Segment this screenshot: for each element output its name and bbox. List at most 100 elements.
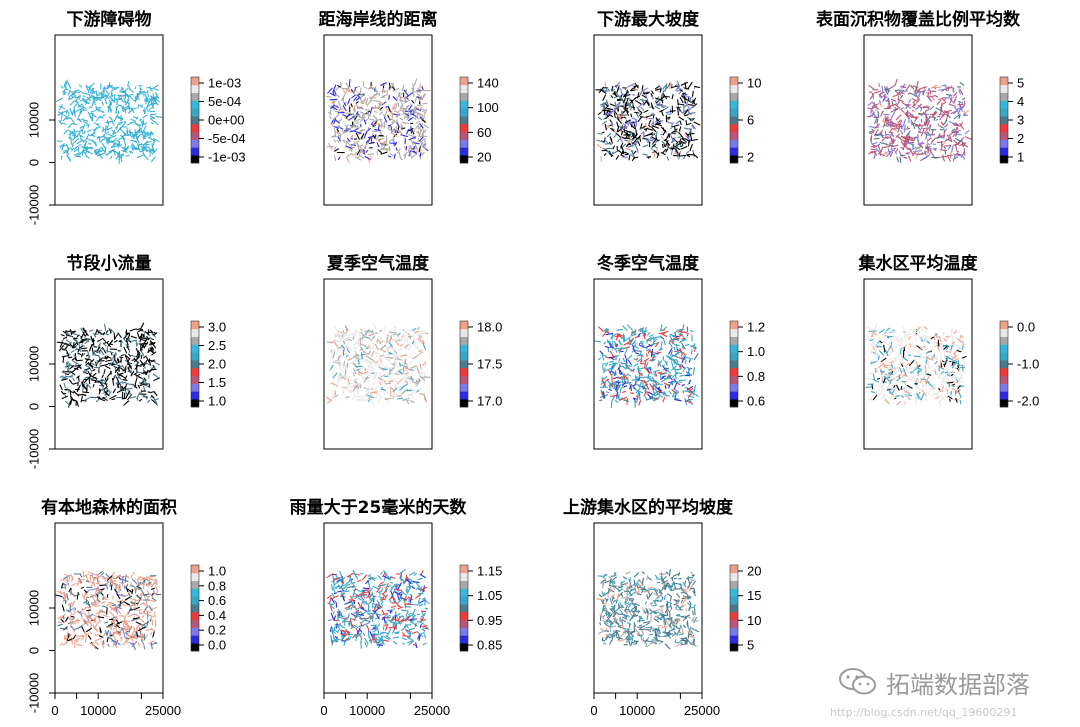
stream-segment [390, 386, 396, 391]
stream-segment [97, 115, 104, 119]
stream-segment [911, 105, 916, 109]
stream-segment [932, 355, 936, 362]
stream-segment [418, 96, 422, 100]
stream-segment [394, 353, 402, 357]
stream-segment [952, 87, 955, 92]
legend-swatch [1000, 352, 1008, 361]
stream-segment [871, 330, 877, 336]
stream-segment [136, 332, 140, 339]
stream-segment [961, 343, 965, 352]
legend-swatch [460, 77, 468, 86]
stream-segment [64, 393, 67, 397]
stream-segment [674, 399, 682, 402]
stream-segment [679, 97, 684, 104]
stream-segment [345, 112, 354, 115]
stream-segment [903, 331, 907, 333]
stream-segment [334, 126, 339, 129]
stream-segment [390, 122, 394, 126]
stream-segment [96, 116, 100, 122]
stream-segment [381, 368, 388, 371]
stream-segment [375, 135, 380, 141]
stream-segment [889, 361, 895, 364]
stream-segment [109, 637, 116, 643]
stream-segment [127, 357, 131, 362]
stream-segment [342, 88, 346, 94]
stream-segment [341, 334, 348, 339]
stream-segment [151, 592, 155, 596]
stream-segment [934, 361, 938, 365]
stream-segment [337, 156, 341, 161]
stream-segment [124, 107, 127, 114]
legend-swatch [191, 643, 199, 652]
stream-segment [148, 605, 153, 611]
stream-segment [101, 601, 106, 604]
stream-segment [418, 635, 421, 641]
stream-segment [127, 362, 132, 369]
stream-segment [76, 385, 81, 393]
stream-segment [616, 328, 623, 331]
stream-segment [368, 394, 372, 400]
stream-segment [953, 114, 960, 120]
stream-segment [909, 328, 914, 332]
stream-segment [83, 592, 87, 599]
stream-segment [654, 96, 660, 103]
stream-segment [917, 139, 921, 148]
stream-segment [61, 338, 65, 342]
stream-segment [93, 634, 100, 636]
stream-segment [342, 362, 349, 370]
stream-segment [646, 338, 650, 341]
stream-segment [359, 97, 364, 105]
legend-label: 0.8 [747, 369, 765, 384]
stream-segment [646, 128, 654, 131]
stream-segment [876, 143, 880, 147]
legend-swatch [730, 123, 738, 133]
stream-segment [406, 338, 409, 344]
stream-segment [636, 365, 640, 371]
stream-segment [954, 133, 962, 136]
stream-segment [84, 397, 91, 401]
stream-segment [74, 362, 78, 368]
stream-segment [386, 400, 390, 404]
stream-segment [150, 631, 153, 636]
stream-segment [387, 128, 395, 132]
stream-segment [415, 106, 420, 110]
stream-segment [102, 137, 106, 141]
stream-segment [390, 110, 393, 115]
legend-swatch [191, 383, 199, 392]
stream-segment [152, 373, 160, 379]
stream-segment [681, 345, 684, 350]
stream-segment [934, 392, 939, 396]
stream-segment [61, 604, 65, 612]
stream-segment [614, 343, 617, 347]
stream-segment [62, 330, 67, 334]
stream-segment [108, 611, 113, 615]
stream-segment [900, 394, 904, 398]
stream-segment [90, 365, 94, 369]
stream-segment [73, 390, 80, 397]
stream-segment [691, 124, 695, 130]
stream-segment [931, 129, 934, 136]
stream-segment [879, 380, 883, 385]
stream-segment [673, 347, 676, 351]
stream-segment [69, 364, 75, 370]
stream-segment [674, 130, 678, 132]
stream-segment [112, 582, 118, 589]
stream-segment [69, 108, 74, 116]
stream-segment [962, 356, 967, 359]
stream-segment [954, 122, 959, 126]
stream-segment [63, 336, 68, 340]
stream-segment [940, 394, 946, 401]
legend-label: 1.0 [747, 344, 765, 359]
stream-segment [632, 126, 636, 129]
stream-segment [652, 139, 656, 145]
stream-segment [415, 124, 420, 130]
stream-segment [947, 395, 953, 400]
stream-segment [938, 97, 945, 101]
stream-segment [128, 366, 130, 370]
stream-segment [882, 96, 888, 101]
stream-segment [416, 131, 420, 135]
stream-segment [332, 358, 337, 364]
stream-segment [673, 382, 678, 390]
stream-segment [637, 376, 645, 379]
